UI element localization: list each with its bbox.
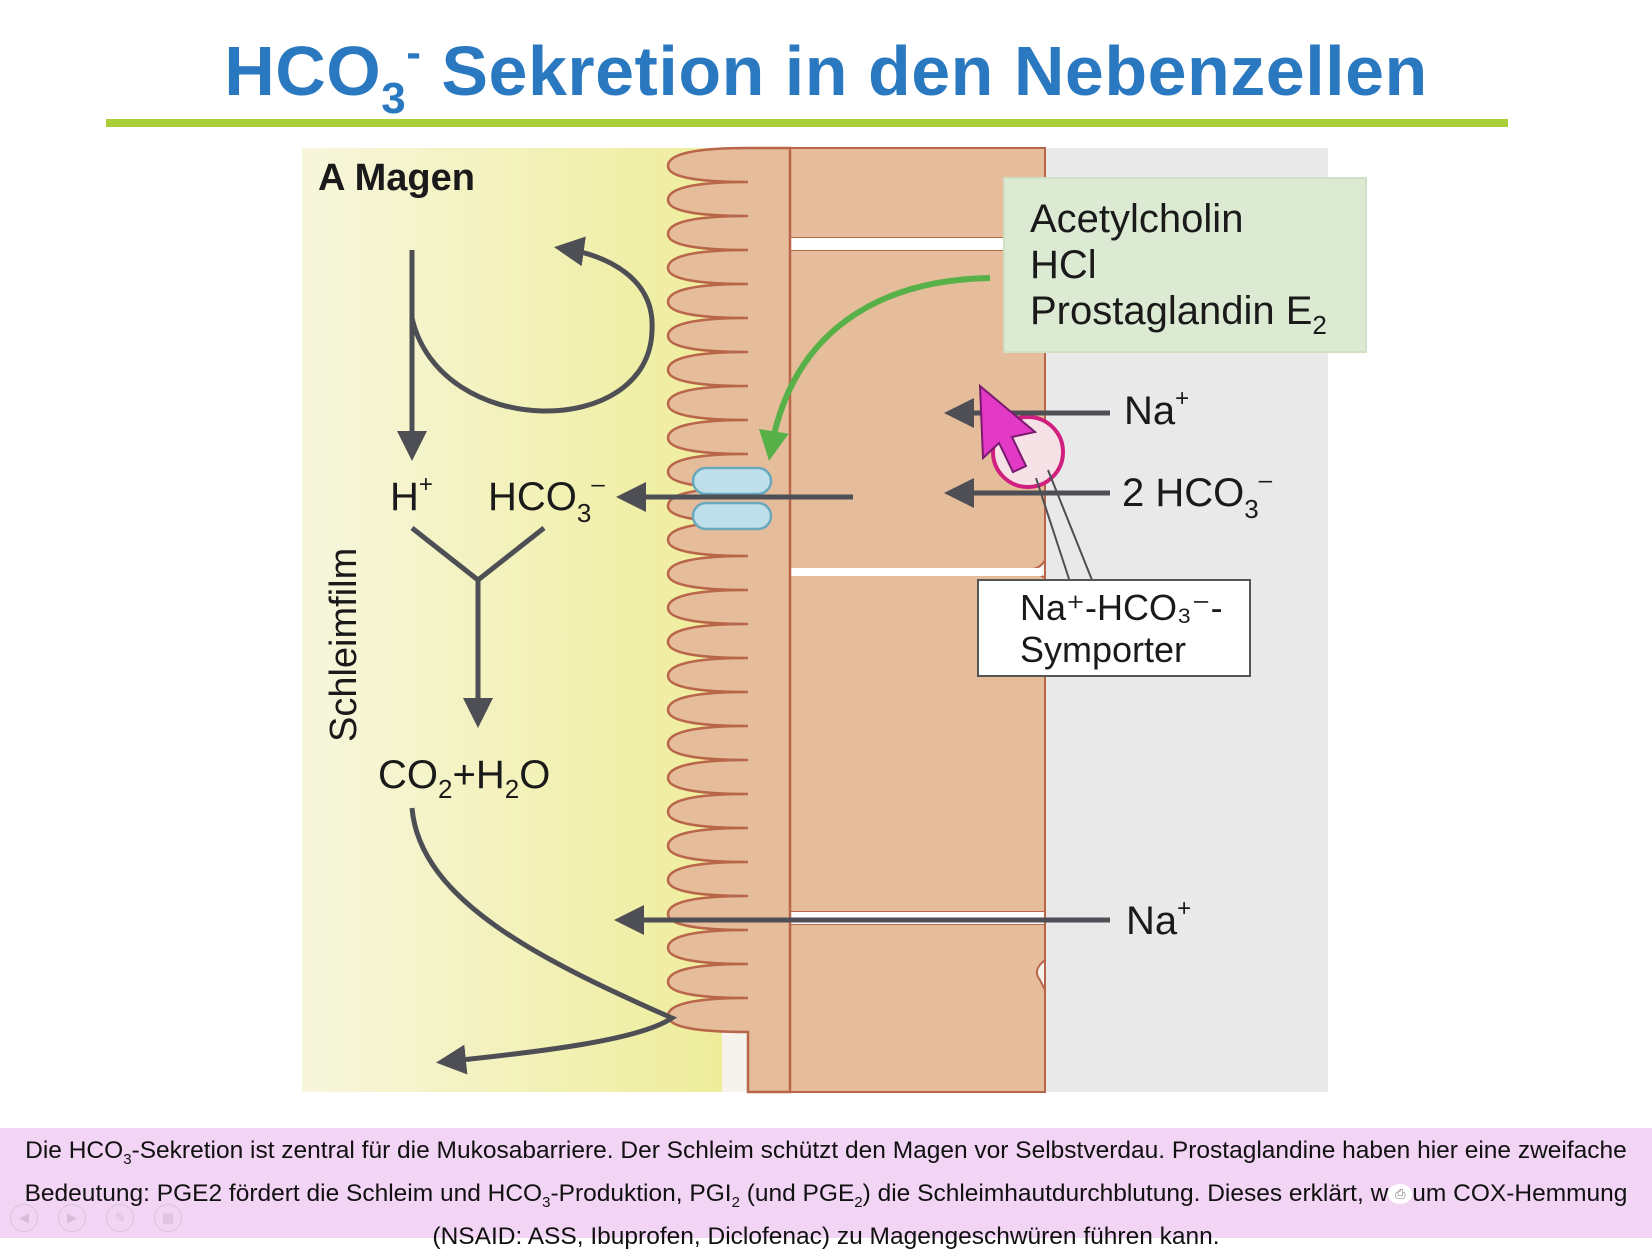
h-ion-label: H+ [390,471,433,519]
symporter-label-box [977,579,1251,677]
stimulus-hcl: HCl [1030,243,1097,287]
na-bottom-label: Na+ [1126,895,1191,943]
co2-h2o-label: CO2+H2O [378,753,550,804]
microvilli [666,146,792,1094]
bicarb-in-label: 2 HCO3– [1122,467,1273,524]
stimuli-box [1003,177,1367,353]
bicarb-label: HCO3– [488,471,605,528]
panel-label: A Magen [318,157,475,199]
caption-panel: Die HCO3-Sekretion ist zentral für die M… [0,1128,1652,1250]
arrow-recycle-loop [409,236,655,414]
reaction-y-right [476,526,546,582]
mucus-label: Schleimfilm [323,548,365,742]
caption-text: Die HCO3-Sekretion ist zentral für die M… [24,1137,1628,1250]
secretion-diagram: Acetylcholin HCl Prostaglandin E2 Na⁺-HC… [302,146,1367,1094]
symporter-pointer-2 [1035,477,1071,583]
symporter-label-line2: Symporter [1020,629,1186,670]
stimulation-arrow [758,275,991,461]
slide-title: HCO3- Sekretion in den Nebenzellen [224,28,1428,123]
stimulus-acetylcholin: Acetylcholin [1030,197,1243,241]
camera-icon[interactable]: ⎙ [1388,1184,1413,1205]
flushing-arrow [409,807,678,1075]
next-icon[interactable]: ▶ [58,1204,86,1232]
pen-icon[interactable]: ✎ [106,1204,134,1232]
stimulus-prostaglandin: Prostaglandin E2 [1030,289,1327,340]
title-underline [106,119,1508,127]
symporter-label-line1: Na⁺-HCO₃⁻- [1020,587,1223,628]
reaction-y-left [410,526,480,582]
mucus-layer [302,148,722,1092]
prev-icon[interactable]: ◀ [10,1204,38,1232]
na-top-label: Na+ [1124,385,1189,433]
symporter-pointer [1047,469,1093,581]
hco3-channel [691,466,773,531]
grid-icon[interactable]: ▦ [154,1204,182,1232]
mouse-cursor-icon [978,383,1038,474]
presentation-controls: ◀ ▶ ✎ ▦ [10,1204,182,1232]
